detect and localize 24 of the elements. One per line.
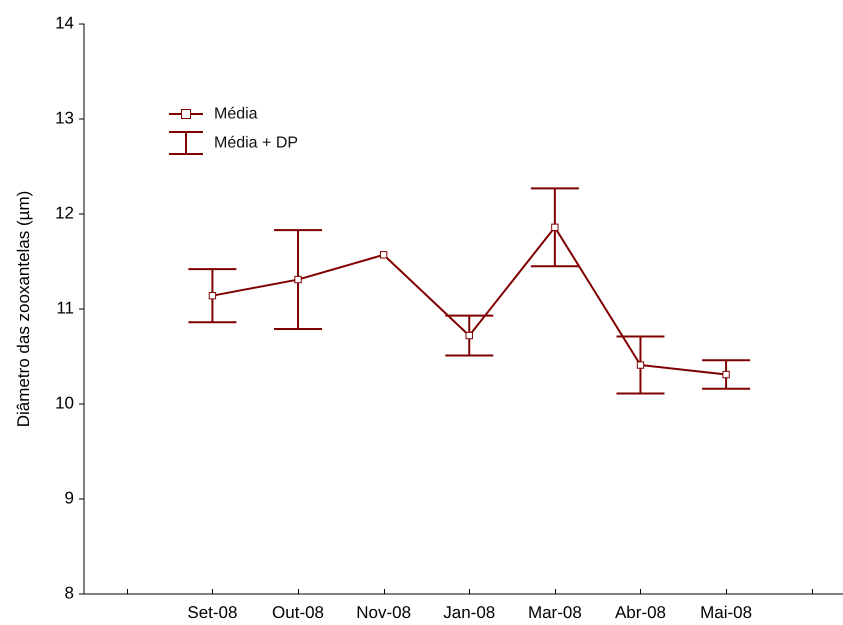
point bbox=[466, 332, 473, 340]
x-tick-label: Jan-08 bbox=[443, 602, 496, 622]
x-tick-label: Out-08 bbox=[272, 602, 324, 622]
x-tick-label: Mar-08 bbox=[528, 602, 582, 622]
y-tick-label: 10 bbox=[55, 394, 74, 413]
y-tick-label: 9 bbox=[64, 488, 74, 508]
y-axis-title: Diâmetro das zooxantelas (µm) bbox=[14, 190, 33, 428]
point bbox=[551, 224, 559, 231]
x-tick-label: Abr-08 bbox=[614, 602, 666, 622]
point bbox=[208, 292, 216, 300]
point bbox=[380, 251, 388, 259]
annotation: Média + DP bbox=[214, 134, 298, 152]
point bbox=[636, 361, 644, 369]
y-tick-label: 12 bbox=[55, 204, 74, 223]
x-tick-label: Set-08 bbox=[187, 602, 238, 622]
point bbox=[294, 276, 302, 284]
x-tick-label: Mai-08 bbox=[700, 602, 752, 622]
legend-label: Média bbox=[214, 105, 258, 122]
point bbox=[722, 370, 730, 378]
y-tick-label: 11 bbox=[56, 298, 74, 318]
y-tick-label: 14 bbox=[55, 14, 74, 33]
y-tick-label: 13 bbox=[55, 108, 74, 128]
y-tick-label: 8 bbox=[64, 584, 74, 603]
x-tick-label: Nov-08 bbox=[356, 602, 412, 622]
